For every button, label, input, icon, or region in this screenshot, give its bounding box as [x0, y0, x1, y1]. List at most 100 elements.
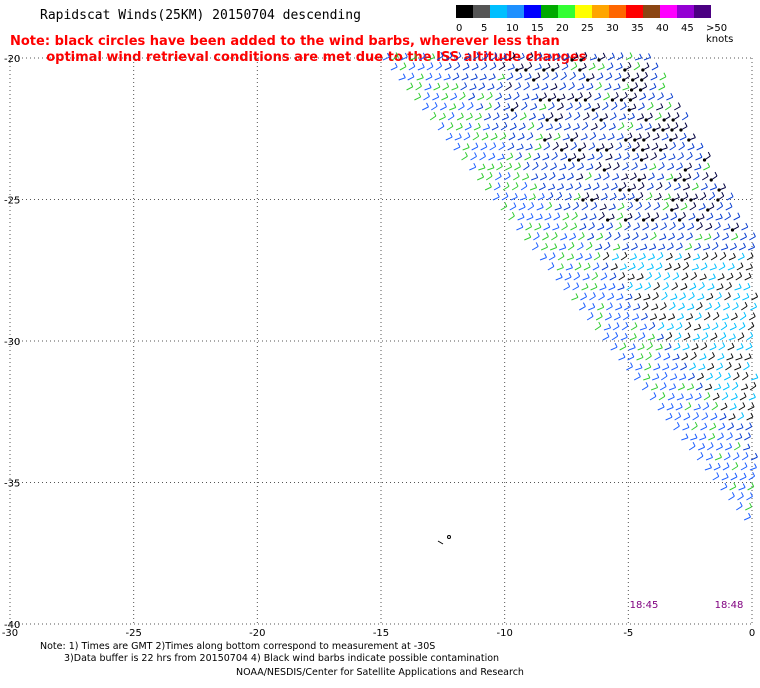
wind-barb	[744, 432, 751, 441]
map-title: Rapidscat Winds(25KM) 20150704 descendin…	[40, 8, 361, 23]
wind-barb	[730, 393, 738, 401]
wind-barb	[485, 102, 492, 111]
wind-barb	[633, 222, 641, 231]
wind-barb	[696, 142, 704, 151]
wind-barb	[664, 263, 672, 271]
wind-barb	[730, 312, 738, 321]
legend-swatch	[473, 5, 490, 18]
wind-barb	[672, 272, 680, 281]
wind-barb	[557, 102, 564, 111]
wind-barb	[751, 292, 759, 301]
wind-barb	[477, 172, 485, 181]
wind-barb	[566, 172, 574, 181]
wind-barb	[695, 382, 703, 391]
wind-barb	[571, 211, 578, 221]
wind-barb	[498, 142, 506, 151]
wind-barb	[645, 192, 653, 201]
wind-barb	[581, 202, 589, 211]
wind-barb	[662, 363, 670, 371]
wind-barb	[481, 132, 489, 141]
wind-barb	[666, 173, 674, 181]
wind-barb	[558, 173, 566, 181]
wind-barb	[533, 232, 540, 241]
wind-barb	[746, 331, 754, 341]
wind-barb	[707, 283, 715, 291]
wind-barb	[699, 433, 707, 441]
wind-barb	[515, 72, 523, 81]
legend-swatch	[609, 5, 626, 18]
wind-barb	[725, 282, 732, 291]
wind-barb	[543, 142, 551, 151]
wind-barb	[462, 62, 470, 71]
wind-barb	[657, 92, 664, 101]
wind-barb	[547, 183, 556, 191]
wind-barb	[579, 223, 587, 231]
wind-barb	[636, 113, 645, 121]
wind-barb	[595, 161, 602, 171]
wind-barb	[642, 301, 649, 311]
wind-barb	[667, 313, 676, 321]
wind-barb	[687, 222, 695, 231]
wind-barb	[496, 81, 503, 91]
wind-barb	[660, 222, 668, 231]
wind-barb	[588, 222, 595, 231]
wind-barb	[535, 213, 543, 221]
wind-barb	[674, 412, 682, 421]
wind-barb	[463, 52, 471, 61]
island-mark	[437, 540, 444, 545]
wind-barb	[721, 313, 730, 321]
wind-barb	[528, 112, 536, 121]
wind-barb	[735, 353, 743, 361]
wind-barb	[459, 91, 466, 101]
wind-barb	[734, 363, 742, 371]
wind-barb	[717, 432, 724, 441]
wind-barb	[607, 292, 615, 301]
wind-barb	[732, 372, 740, 381]
wind-barb	[724, 372, 731, 381]
wind-barb	[733, 442, 741, 451]
wind-barb	[701, 332, 709, 341]
wind-barb	[659, 143, 668, 152]
wind-barb	[657, 173, 665, 181]
wind-barb	[641, 62, 650, 72]
wind-barb	[719, 251, 727, 261]
wind-barb	[716, 283, 724, 291]
wind-barb	[519, 193, 527, 201]
wind-barb	[687, 303, 695, 311]
wind-barb	[743, 443, 751, 451]
wind-barb	[531, 93, 539, 101]
wind-barb	[555, 273, 563, 281]
wind-barb	[453, 142, 461, 151]
wind-barb	[556, 263, 564, 271]
wind-barb	[661, 133, 669, 141]
wind-barb	[501, 113, 510, 121]
wind-barb	[488, 73, 496, 81]
wind-barb	[638, 102, 645, 111]
wind-barb	[633, 61, 641, 71]
wind-barb	[695, 153, 703, 161]
wind-barb	[525, 222, 533, 231]
wind-barb	[685, 313, 694, 321]
wind-barb	[506, 72, 514, 81]
wind-barb	[699, 273, 707, 281]
wind-barb	[651, 142, 659, 151]
wind-barb	[462, 143, 470, 151]
wind-barb	[713, 301, 721, 311]
wind-barb	[499, 132, 507, 141]
wind-barb	[560, 233, 568, 241]
wind-barb	[702, 151, 711, 162]
wind-barb	[725, 361, 732, 371]
wind-barb	[673, 422, 680, 431]
wind-barb	[414, 92, 422, 101]
wind-barb	[637, 343, 645, 351]
wind-barb	[658, 82, 666, 91]
wind-barb	[508, 52, 516, 61]
wind-barb	[570, 62, 578, 71]
wind-barb	[678, 302, 685, 311]
wind-barb	[565, 183, 574, 191]
wind-barb	[656, 103, 664, 111]
wind-barb	[484, 182, 492, 191]
wind-barb	[656, 333, 664, 341]
wind-barb	[619, 342, 627, 351]
wind-barb	[691, 343, 699, 351]
